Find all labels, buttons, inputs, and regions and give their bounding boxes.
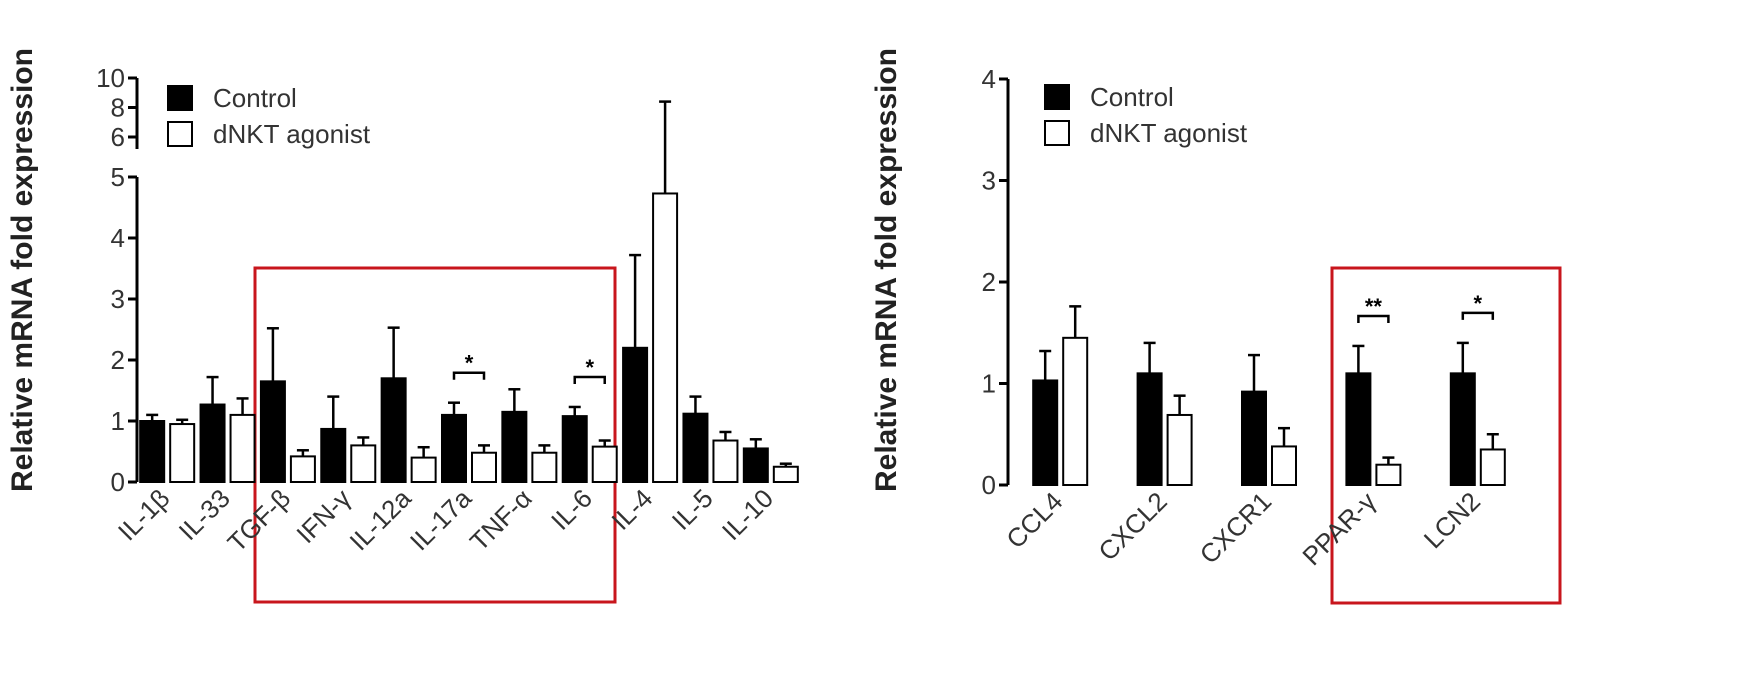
significance-label: * xyxy=(585,355,594,380)
x-tick-label: IL-5 xyxy=(666,483,719,536)
bar xyxy=(320,427,347,483)
legend-label: Control xyxy=(1090,82,1174,112)
significance-bracket xyxy=(573,375,606,384)
bar xyxy=(1345,372,1372,487)
legend-swatch xyxy=(1044,120,1070,146)
legend-swatch xyxy=(167,121,193,147)
y-tick-label: 2 xyxy=(111,345,125,375)
x-tick-label: TNF-α xyxy=(464,483,538,557)
bar xyxy=(682,412,709,483)
bar xyxy=(772,465,799,483)
bar xyxy=(1449,372,1476,487)
x-tick-label: IL-10 xyxy=(716,483,779,546)
bar xyxy=(1166,413,1193,486)
x-tick-label: CXCL2 xyxy=(1092,486,1172,566)
legend-label: dNKT agonist xyxy=(213,119,371,149)
x-tick-label: IL-4 xyxy=(605,483,658,536)
legend-label: dNKT agonist xyxy=(1090,118,1248,148)
bar xyxy=(1032,379,1059,486)
bar xyxy=(652,192,679,483)
bar xyxy=(1375,463,1402,487)
significance-label: * xyxy=(465,351,474,376)
y-tick-label: 8 xyxy=(111,93,125,123)
bar xyxy=(410,456,437,484)
y-axis-label: Relative mRNA fold expression xyxy=(870,48,903,492)
x-tick-label: PPAR-γ xyxy=(1296,486,1381,571)
bar xyxy=(561,415,588,483)
y-tick-label: 6 xyxy=(111,122,125,152)
highlight-box xyxy=(253,266,617,604)
x-tick-label: CCL4 xyxy=(1000,486,1068,554)
y-tick-label: 5 xyxy=(111,162,125,192)
bar xyxy=(229,413,256,483)
y-tick-label: 0 xyxy=(111,467,125,497)
bar xyxy=(531,451,558,484)
highlight-box xyxy=(1330,266,1562,605)
significance-bracket xyxy=(452,371,486,380)
bar xyxy=(289,455,316,484)
bar xyxy=(441,413,467,483)
y-tick-label: 2 xyxy=(982,267,996,297)
bar xyxy=(259,380,286,484)
x-tick-label: LCN2 xyxy=(1418,486,1486,554)
bar xyxy=(199,403,226,483)
y-axis-label: Relative mRNA fold expression xyxy=(6,48,39,492)
y-tick-label: 0 xyxy=(982,470,996,500)
bar xyxy=(471,451,497,484)
bar xyxy=(742,447,769,484)
y-tick-label: 3 xyxy=(982,166,996,196)
bar xyxy=(1062,336,1089,487)
bar xyxy=(1271,445,1297,486)
x-tick-label: TGF-β xyxy=(221,483,296,558)
bar xyxy=(622,346,649,483)
bar xyxy=(1241,390,1267,486)
x-tick-label: CXCR1 xyxy=(1194,486,1278,570)
x-tick-label: IL-6 xyxy=(545,483,598,536)
y-tick-label: 4 xyxy=(111,223,125,253)
significance-label: * xyxy=(1474,291,1483,316)
bar xyxy=(591,445,618,483)
y-tick-label: 1 xyxy=(982,369,996,399)
y-tick-label: 4 xyxy=(982,64,996,94)
bar xyxy=(380,377,407,483)
bar xyxy=(712,439,739,483)
y-tick-label: 3 xyxy=(111,284,125,314)
significance-label: ** xyxy=(1365,294,1383,319)
x-tick-label: IL-17a xyxy=(404,483,478,557)
bar xyxy=(350,444,377,483)
bar xyxy=(501,410,528,484)
bar xyxy=(139,420,166,483)
legend-swatch xyxy=(1044,84,1070,110)
bar xyxy=(1479,448,1506,487)
y-tick-label: 1 xyxy=(111,406,125,436)
legend-label: Control xyxy=(213,83,297,113)
bar xyxy=(169,423,196,483)
y-tick-label: 10 xyxy=(96,63,125,93)
significance-bracket xyxy=(1357,314,1390,323)
x-tick-label: IL-12a xyxy=(344,483,418,557)
significance-bracket xyxy=(1461,311,1495,320)
bar xyxy=(1136,372,1163,487)
legend-swatch xyxy=(167,85,193,111)
